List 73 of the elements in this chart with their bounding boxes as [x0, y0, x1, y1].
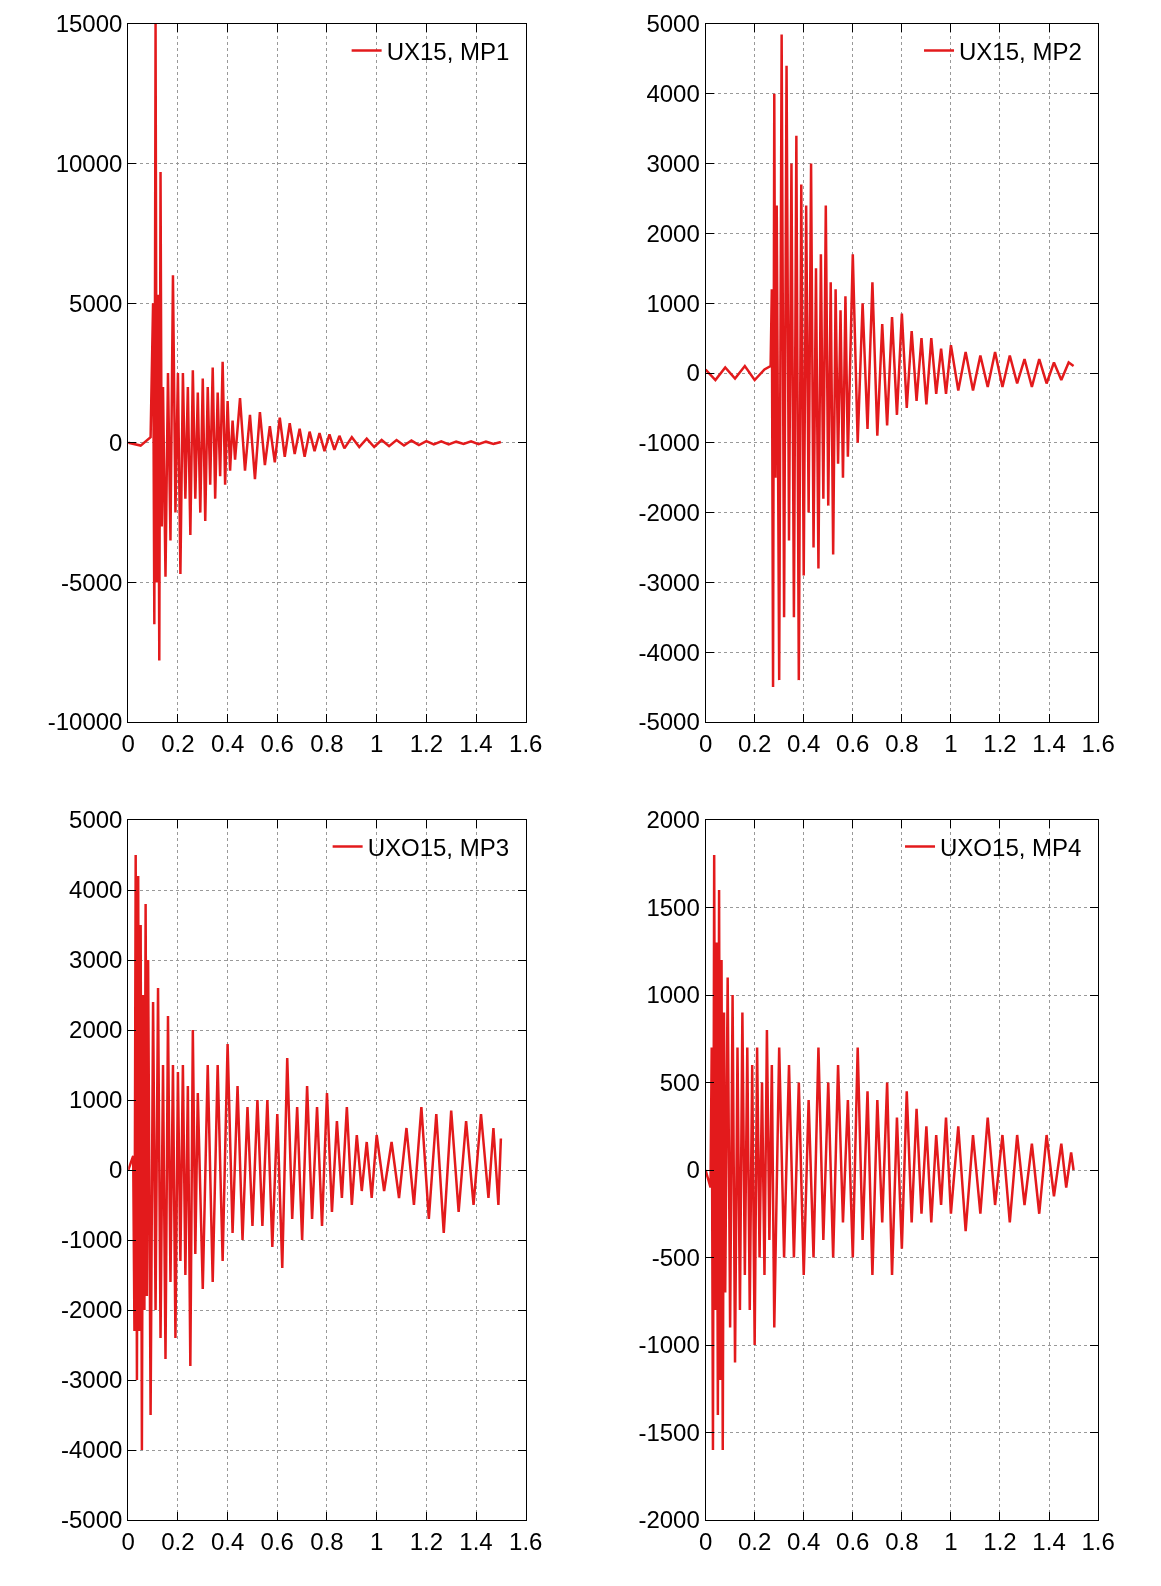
x-tick-label: 0.4 — [210, 1527, 245, 1555]
legend-label: UX15, MP2 — [959, 37, 1082, 65]
x-tick-label: 0.6 — [836, 1527, 870, 1555]
x-tick-label: 1.6 — [1081, 1527, 1115, 1555]
x-tick-label: 1.6 — [1081, 729, 1115, 757]
y-tick-label: -2000 — [638, 1506, 700, 1534]
y-tick-label: 3000 — [646, 150, 700, 177]
x-tick-label: 0.2 — [737, 1527, 772, 1555]
y-tick-label: 3000 — [69, 946, 123, 974]
y-tick-label: -500 — [651, 1243, 700, 1271]
x-tick-label: 1.2 — [409, 729, 444, 757]
x-tick-label: 1.6 — [509, 729, 543, 757]
x-tick-label: 0.8 — [885, 1527, 919, 1555]
y-tick-label: -1000 — [638, 1331, 700, 1359]
y-tick-label: 10000 — [55, 150, 123, 177]
x-tick-label: 0.4 — [787, 1527, 821, 1555]
y-tick-label: 2000 — [69, 1016, 123, 1044]
y-tick-label: 15000 — [55, 10, 123, 38]
y-tick-label: -5000 — [61, 1506, 123, 1534]
x-tick-label: 0.4 — [210, 729, 245, 757]
x-tick-label: 0.6 — [836, 729, 870, 757]
x-tick-label: 1 — [369, 1527, 384, 1555]
y-tick-label: -10000 — [47, 708, 123, 736]
y-tick-label: 0 — [686, 359, 700, 387]
y-tick-label: -3000 — [638, 568, 700, 596]
y-tick-label: -4000 — [638, 638, 700, 666]
x-tick-label: 0.2 — [161, 1527, 195, 1555]
x-tick-label: 1 — [944, 1527, 958, 1555]
y-tick-label: -4000 — [61, 1436, 123, 1464]
y-tick-label: 4000 — [646, 80, 700, 108]
y-tick-label: 2000 — [646, 806, 700, 834]
x-tick-label: 0.8 — [885, 729, 919, 757]
y-tick-label: -1000 — [61, 1226, 123, 1254]
x-tick-label: 0.6 — [260, 1527, 294, 1555]
x-tick-label: 1.4 — [1032, 1527, 1066, 1555]
y-tick-label: -1000 — [638, 429, 700, 457]
x-tick-label: 0.8 — [310, 1527, 344, 1555]
x-tick-label: 0.4 — [787, 729, 821, 757]
x-tick-label: 0.8 — [310, 729, 344, 757]
x-tick-label: 1.2 — [983, 729, 1017, 757]
y-tick-label: 500 — [659, 1068, 700, 1096]
x-tick-label: 1.4 — [1032, 729, 1066, 757]
y-tick-label: 1000 — [69, 1086, 123, 1114]
y-tick-label: 5000 — [646, 10, 700, 38]
y-tick-label: 5000 — [69, 806, 123, 834]
x-tick-label: 0.2 — [161, 729, 195, 757]
x-tick-label: 1.4 — [459, 729, 493, 757]
y-tick-label: -1500 — [638, 1418, 700, 1446]
x-tick-label: 1.2 — [409, 1527, 444, 1555]
x-tick-label: 0.2 — [737, 729, 772, 757]
y-tick-label: 1500 — [646, 893, 700, 921]
y-tick-label: 2000 — [646, 219, 700, 247]
x-tick-label: 1.6 — [509, 1527, 543, 1555]
y-tick-label: -5000 — [61, 568, 123, 596]
y-tick-label: 1000 — [646, 981, 700, 1009]
y-tick-label: 0 — [686, 1156, 700, 1184]
y-tick-label: -3000 — [61, 1366, 123, 1394]
y-tick-label: -2000 — [638, 499, 700, 526]
y-tick-label: -5000 — [638, 708, 700, 736]
legend-label: UX15, MP1 — [386, 37, 510, 65]
x-tick-label: 0.6 — [260, 729, 294, 757]
legend-label: UXO15, MP4 — [940, 833, 1082, 861]
x-tick-label: 1 — [944, 729, 958, 757]
y-tick-label: 5000 — [69, 289, 123, 317]
y-tick-label: 0 — [109, 1156, 123, 1184]
y-tick-label: 4000 — [69, 876, 123, 904]
x-tick-label: 1.4 — [459, 1527, 493, 1555]
y-tick-label: 1000 — [646, 289, 700, 317]
y-tick-label: 0 — [109, 429, 123, 457]
x-tick-label: 1.2 — [983, 1527, 1017, 1555]
x-tick-label: 1 — [369, 729, 384, 757]
y-tick-label: -2000 — [61, 1296, 123, 1324]
legend-label: UXO15, MP3 — [367, 833, 510, 861]
